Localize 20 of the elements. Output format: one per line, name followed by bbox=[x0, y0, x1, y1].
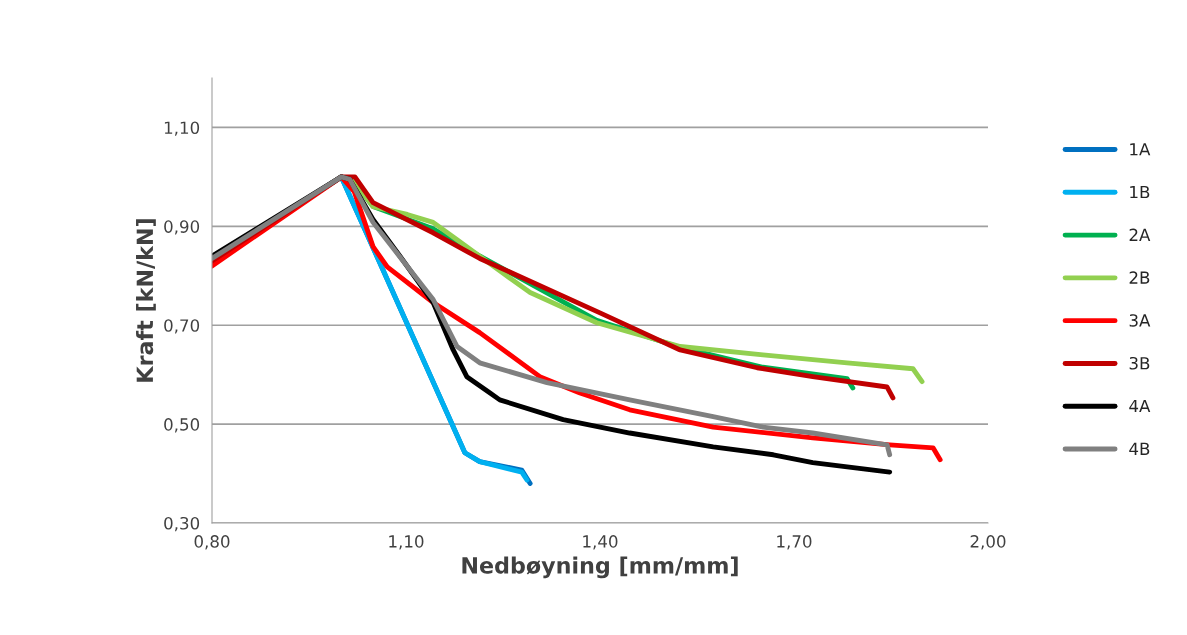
y-tick-label: 0,50 bbox=[164, 418, 200, 433]
x-tick-label: 0,80 bbox=[194, 535, 230, 550]
y-tick-label: 1,10 bbox=[164, 121, 200, 136]
y-tick-label: 0,90 bbox=[164, 220, 200, 235]
legend-label: 4B bbox=[1129, 442, 1150, 455]
legend-label: 1B bbox=[1130, 185, 1150, 199]
legend-label: 3B bbox=[1129, 356, 1150, 370]
x-tick-label: 1,70 bbox=[777, 535, 812, 550]
x-tick-label: 2,00 bbox=[970, 535, 1006, 550]
legend-label: 1A bbox=[1130, 143, 1151, 156]
y-tick-label: 0,30 bbox=[164, 516, 200, 532]
legend-label: 3A bbox=[1129, 314, 1151, 327]
x-tick-label: 1,10 bbox=[389, 535, 424, 550]
y-tick-label: 0,70 bbox=[164, 319, 200, 334]
legend-label: 2A bbox=[1129, 228, 1151, 241]
legend-label: 2B bbox=[1129, 271, 1150, 284]
x-tick-label: 1,40 bbox=[583, 535, 618, 550]
legend-label: 4A bbox=[1129, 399, 1151, 413]
x-axis-title: Nedbøyning [mm/mm] bbox=[462, 556, 738, 579]
y-axis-title: Kraft [kN/kN] bbox=[136, 219, 156, 382]
